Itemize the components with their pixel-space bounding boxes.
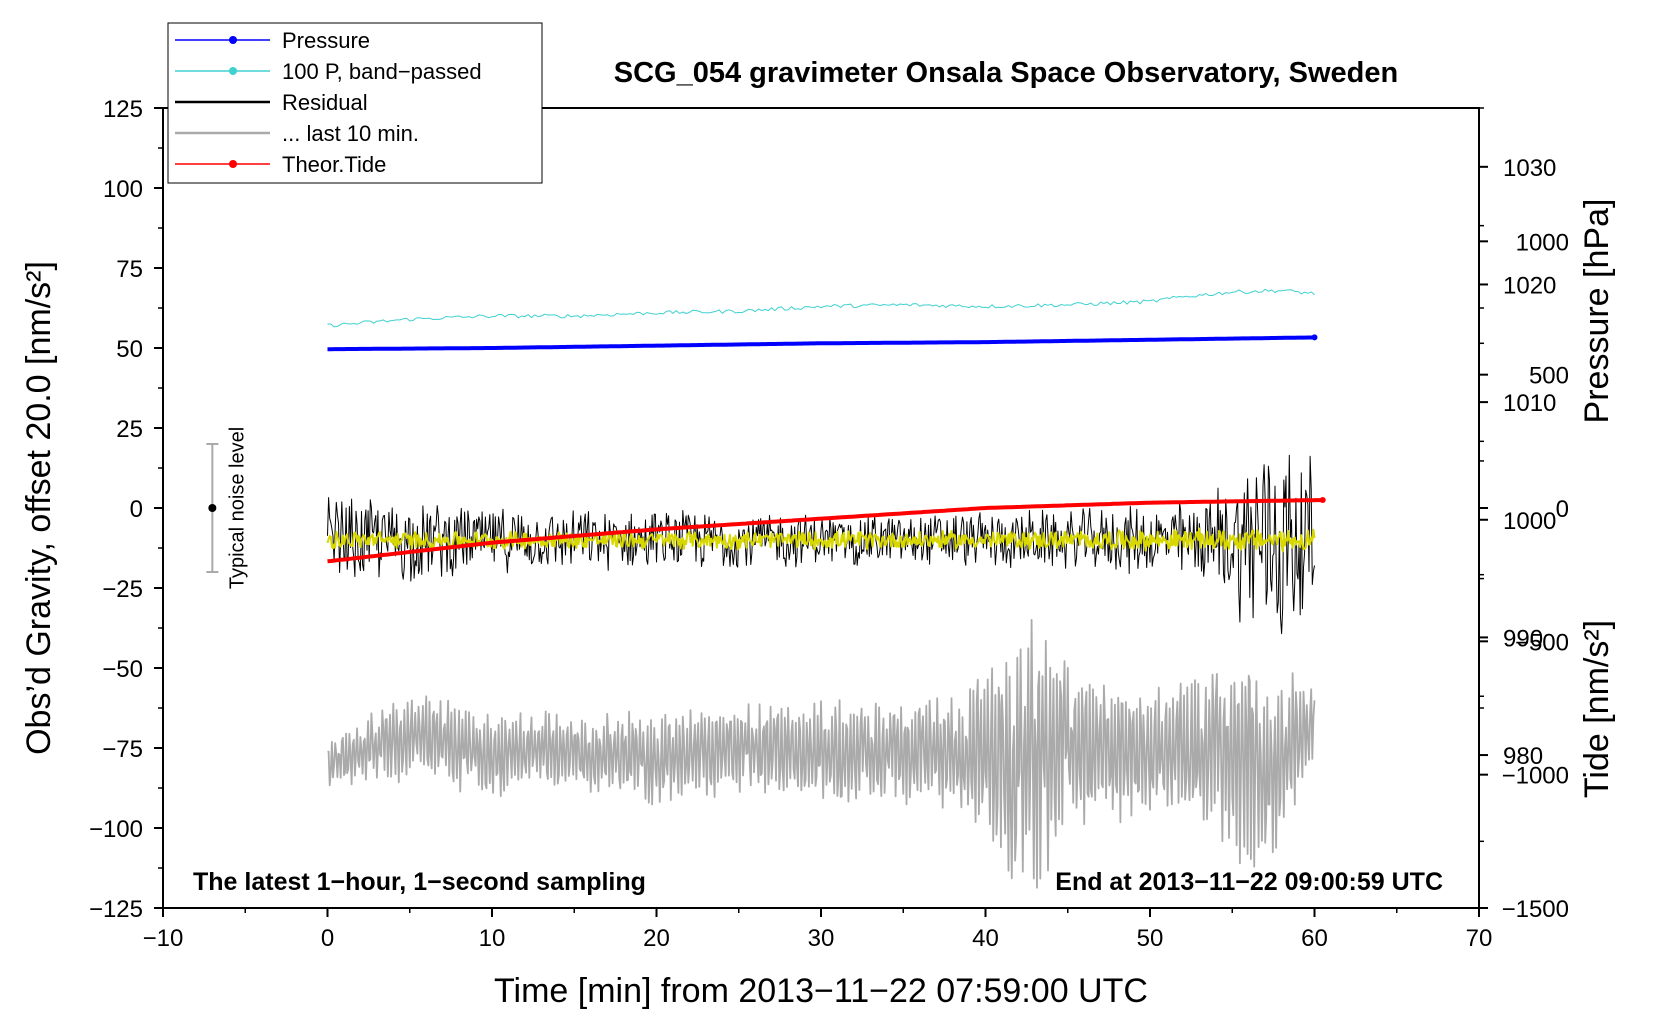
pressure-tick-label: 1000 [1503, 508, 1556, 535]
legend-label-100-p-band-passed: 100 P, band−passed [282, 59, 482, 84]
legend-label-theor-tide: Theor.Tide [282, 152, 386, 177]
noise-level-indicator: Typical noise level [206, 427, 248, 589]
tide-tick-label: −1500 [1502, 896, 1569, 923]
x-tick-label: 10 [479, 925, 506, 952]
left-tick-label: 0 [130, 496, 143, 523]
series-smoothed-residual-line [326, 527, 1316, 553]
tide-tick-label: 0 [1556, 496, 1569, 523]
left-tick-label: −50 [102, 656, 143, 683]
pressure-axis-label: Pressure [hPa] [1578, 199, 1616, 424]
legend-label-pressure: Pressure [282, 28, 370, 53]
tide-axis-label: Tide [nm/s²] [1578, 620, 1616, 798]
pressure-axis-ticks: 980 990 1000 1010 1020 1030 [1479, 107, 1556, 770]
left-tick-label: 50 [116, 336, 143, 363]
x-tick-label: 20 [643, 925, 670, 952]
left-tick-label: −125 [89, 896, 143, 923]
tide-tick-label: 1000 [1516, 229, 1569, 256]
series-theor-tide-end-point [1319, 497, 1326, 503]
tide-axis-ticks: 1000 500 0 −500 −1000 −1500 [1479, 229, 1569, 923]
series-pressure-end-point [1311, 334, 1318, 341]
noise-bar-center-dot [208, 504, 217, 512]
legend-label-residual: Residual [282, 90, 368, 115]
left-tick-label: −25 [102, 576, 143, 603]
left-tick-label: 125 [103, 96, 143, 123]
left-axis-label: Obs’d Gravity, offset 20.0 [nm/s²] [20, 261, 58, 755]
x-tick-label: 60 [1301, 925, 1328, 952]
left-tick-label: −75 [102, 736, 143, 763]
pressure-tick-label: 1030 [1503, 155, 1556, 182]
x-tick-label: 0 [321, 925, 334, 952]
left-tick-label: −100 [89, 816, 143, 843]
series-last-10-min-line [327, 619, 1316, 889]
series-residual-line [327, 454, 1315, 635]
x-tick-label: 40 [972, 925, 999, 952]
chart-title: SCG_054 gravimeter Onsala Space Observat… [614, 57, 1398, 89]
x-tick-label: 30 [808, 925, 835, 952]
legend: Pressure 100 P, band−passed Residual ... la… [167, 22, 543, 184]
series-theor-tide-line [327, 498, 1323, 564]
sampling-note: The latest 1−hour, 1−second sampling [193, 868, 646, 896]
end-time-note: End at 2013−11−22 09:00:59 UTC [1055, 868, 1443, 896]
x-tick-label: −10 [143, 925, 184, 952]
left-tick-label: 25 [116, 416, 143, 443]
left-tick-label: 75 [116, 256, 143, 283]
left-tick-label: 100 [103, 176, 143, 203]
legend-marker-100-p-band-passed [229, 67, 237, 75]
series-100-p-band-passed-line [327, 288, 1315, 328]
pressure-tick-label: 1010 [1503, 390, 1556, 417]
x-axis-label: Time [min] from 2013−11−22 07:59:00 UTC [494, 972, 1148, 1010]
tide-tick-label: −500 [1515, 629, 1569, 656]
pressure-tick-label: 990 [1503, 625, 1543, 652]
legend-marker-pressure [229, 36, 237, 44]
left-axis-ticks: 125 100 75 50 25 0 −25 −50 −75 −100 −125 [89, 96, 163, 923]
tide-tick-label: 500 [1529, 363, 1569, 390]
tide-tick-label: −1000 [1502, 763, 1569, 790]
x-tick-label: 70 [1466, 925, 1493, 952]
x-tick-label: 50 [1137, 925, 1164, 952]
noise-level-label: Typical noise level [226, 427, 248, 589]
x-axis-ticks: −10 0 10 20 30 40 50 60 70 [143, 908, 1493, 952]
data-traces [326, 288, 1326, 889]
pressure-tick-label: 980 [1503, 743, 1543, 770]
legend-label-last-10-min: ... last 10 min. [282, 121, 419, 146]
series-pressure-line [327, 335, 1315, 352]
legend-marker-theor-tide [229, 160, 237, 168]
pressure-tick-label: 1020 [1503, 272, 1556, 299]
